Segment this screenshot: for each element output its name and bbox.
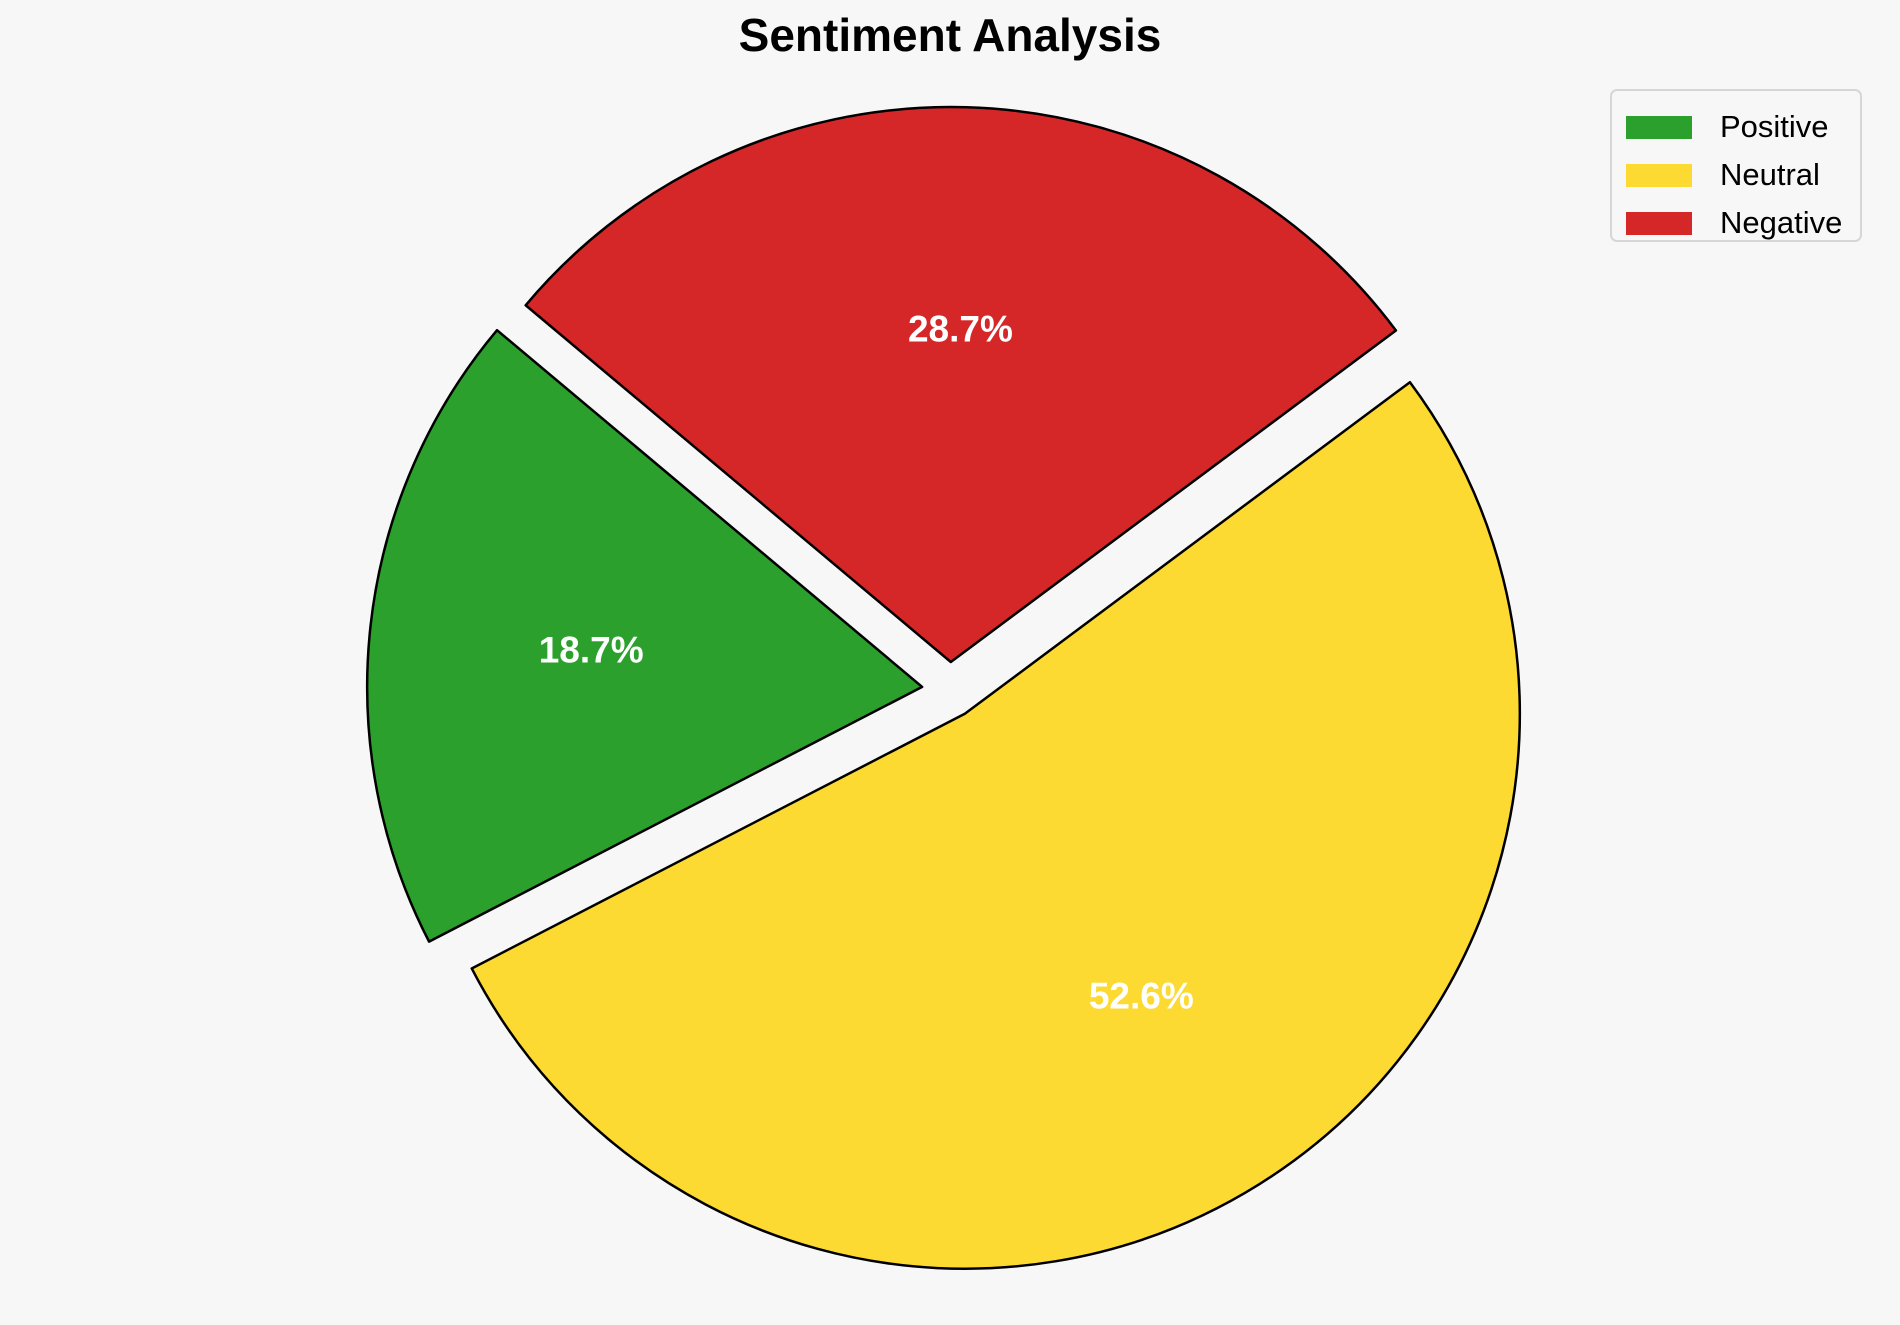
pie-slice-negative xyxy=(524,105,1398,664)
slice-label-negative: 28.7% xyxy=(908,309,1013,350)
chart-title: Sentiment Analysis xyxy=(738,9,1162,61)
legend-label-negative: Negative xyxy=(1720,205,1843,240)
slice-label-positive: 18.7% xyxy=(539,630,644,671)
pie-slice-neutral xyxy=(470,380,1522,1270)
legend-label-positive: Positive xyxy=(1720,109,1829,144)
legend-item-positive: Positive xyxy=(1626,103,1860,151)
pie-slice-positive xyxy=(365,328,924,943)
legend-item-negative: Negative xyxy=(1626,199,1860,247)
legend: Positive Neutral Negative xyxy=(1610,89,1862,242)
legend-label-neutral: Neutral xyxy=(1720,157,1820,192)
legend-swatch-negative xyxy=(1626,211,1692,235)
slice-label-neutral: 52.6% xyxy=(1089,976,1194,1017)
legend-swatch-positive xyxy=(1626,115,1692,139)
legend-swatch-neutral xyxy=(1626,163,1692,187)
legend-item-neutral: Neutral xyxy=(1626,151,1860,199)
